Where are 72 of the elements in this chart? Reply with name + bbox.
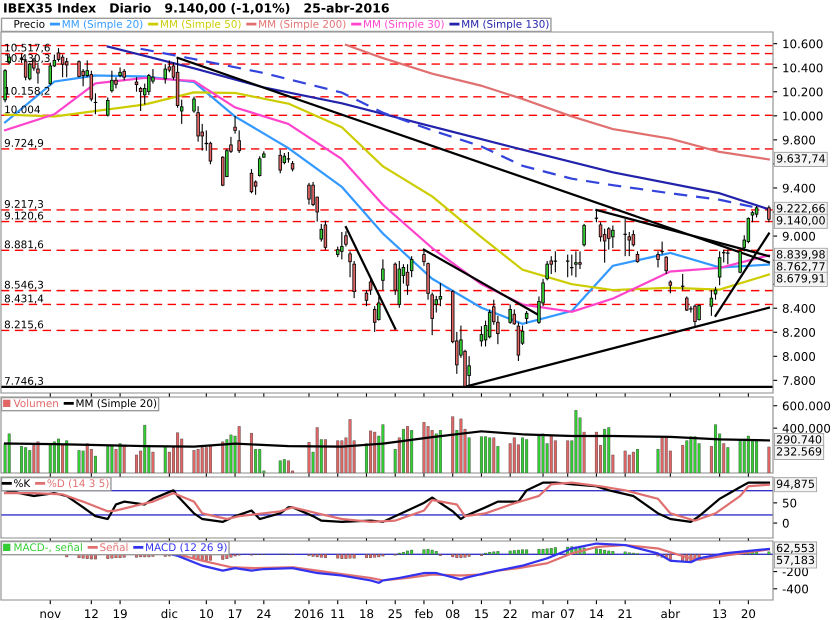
ref-line-label: 9.120,6	[4, 212, 44, 221]
legend-label: Señal	[100, 542, 128, 552]
annotation: 8.679,91	[776, 274, 825, 284]
x-tick-label: 22	[504, 609, 517, 618]
x-tick-label: 25	[388, 609, 402, 618]
annotation: 9.637,74	[776, 154, 825, 164]
x-tick-label: dic	[161, 609, 178, 618]
annotation: 94,875	[776, 480, 814, 490]
y-tick-label: 8.200	[782, 328, 816, 337]
ref-line-label: 9.217,3	[4, 200, 44, 209]
y-tick-label: 10.000	[783, 112, 823, 120]
x-tick-label: 14	[590, 609, 604, 618]
ref-line-label: 8.431,4	[4, 294, 44, 304]
y-tick-label: 7.800	[782, 376, 816, 386]
annotation: 57,183	[776, 556, 814, 566]
annotation: 8.762,77	[776, 262, 825, 272]
x-tick-label: 24	[257, 609, 271, 618]
y-tick-label: 10.200	[783, 87, 823, 96]
ref-line-label: 10.517,6	[5, 44, 50, 53]
annotation: 9.222,66	[776, 204, 825, 214]
legend-label: %D (14 3 5)	[47, 479, 108, 488]
x-tick-label: 08	[446, 609, 460, 618]
x-tick-label: 15	[475, 609, 488, 618]
ref-line-label: 9.724,9	[4, 139, 44, 148]
legend-label: MM (Simple 20)	[76, 399, 156, 410]
x-tick-label: 07	[560, 609, 574, 618]
annotation: 8.839,98	[776, 250, 825, 260]
x-tick-label: 11	[332, 609, 344, 618]
legend-label: MM (Simple 20)	[62, 20, 142, 30]
y-tick-label: 10.600	[783, 39, 823, 48]
y-tick-label: 0	[782, 518, 789, 528]
x-tick-label: 20	[742, 609, 756, 618]
y-tick-label: 8.000	[782, 352, 816, 361]
y-tick-label: 8.400	[782, 304, 816, 313]
x-tick-label: 19	[114, 609, 127, 618]
y-tick-label: -400	[782, 584, 808, 594]
x-tick-label: 2016	[294, 609, 324, 618]
ref-line-label: 7.746,3	[4, 376, 44, 386]
legend-title: Precio	[14, 20, 44, 28]
x-tick-label: 18	[360, 609, 374, 618]
ref-line-label: 8.881,6	[4, 240, 44, 250]
y-tick-label: 600.000	[782, 401, 830, 410]
legend-label: MM (Simple 130)	[462, 20, 548, 30]
annotation: 62,553	[776, 544, 814, 554]
ref-line-label: 8.546,3	[4, 280, 44, 290]
x-tick-label: 10	[200, 609, 214, 618]
legend-label: MACD-, señal	[14, 542, 82, 552]
y-tick-label: 10.400	[783, 63, 823, 72]
x-tick-label: 12	[85, 609, 98, 618]
ref-line-label: 8.215,6	[4, 320, 44, 330]
x-tick-label: feb	[414, 609, 433, 618]
annotation: 232.569	[776, 447, 822, 456]
y-tick-label: 9.800	[782, 136, 816, 145]
annotation: 9.140,00	[776, 216, 825, 226]
x-tick-label: nov	[40, 611, 61, 618]
x-tick-label: 21	[618, 609, 632, 618]
legend-label: MM (Simple 30)	[364, 20, 444, 30]
legend-label: %K	[14, 479, 30, 488]
legend-label: MACD (12 26 9)	[146, 543, 227, 552]
legend-label: MM (Simple 200)	[259, 20, 346, 30]
y-tick-label: 9.000	[782, 232, 816, 241]
x-tick-label: 13	[713, 609, 726, 618]
x-tick-label: mar	[532, 611, 555, 618]
x-tick-label: 17	[228, 609, 242, 618]
y-tick-label: 400.000	[782, 424, 830, 433]
y-tick-label: 9.400	[782, 184, 816, 193]
chart-title: IBEX35 Index Diario 9.140,00 (-1,01%) 25-abr-2016	[4, 3, 389, 14]
x-tick-label: abr	[661, 609, 680, 618]
annotation: 290.740	[776, 435, 822, 444]
legend-label: MM (Simple 50)	[160, 20, 241, 30]
y-tick-label: 50	[782, 498, 796, 508]
legend-label: Volumen	[14, 399, 58, 408]
